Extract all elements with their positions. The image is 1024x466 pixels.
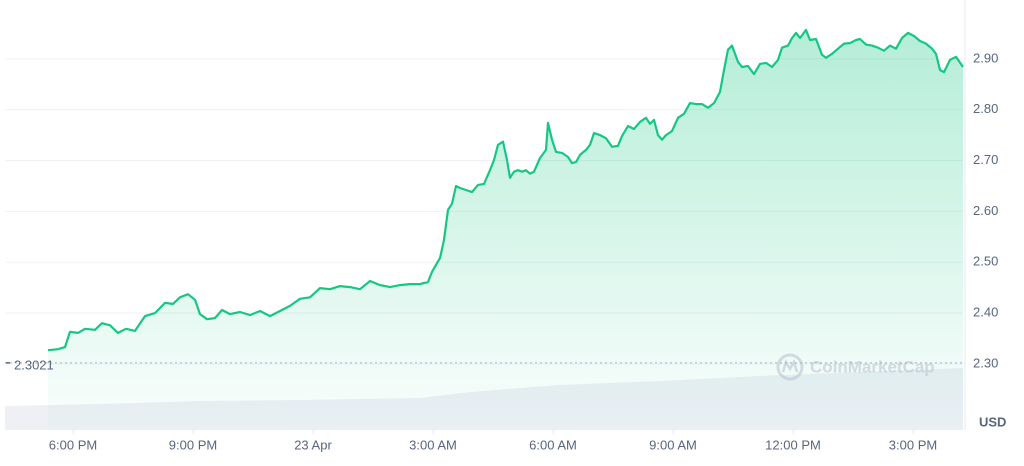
y-tick-label: 2.90 (973, 50, 998, 65)
y-axis-label: USD (979, 414, 1006, 429)
price-area (48, 29, 963, 431)
y-tick-label: 2.40 (973, 304, 998, 319)
plot (47, 28, 964, 431)
reference-label: 2.3021 (14, 357, 54, 372)
x-tick-label: 6:00 PM (49, 437, 97, 452)
x-tick-label: 3:00 AM (409, 437, 457, 452)
x-tick-label: 23 Apr (294, 437, 332, 452)
watermark: CoinMarketCap (776, 353, 935, 381)
x-tick-label: 9:00 AM (649, 437, 697, 452)
y-tick-label: 2.80 (973, 101, 998, 116)
x-tick-label: 6:00 AM (529, 437, 577, 452)
watermark-logo-mark (781, 358, 799, 373)
y-tick-label: 2.60 (973, 203, 998, 218)
watermark-logo (776, 353, 804, 381)
x-tick-label: 12:00 PM (765, 437, 821, 452)
x-tick-label: 9:00 PM (169, 437, 217, 452)
y-tick-label: 2.50 (973, 254, 998, 269)
y-tick-label: 2.30 (973, 355, 998, 370)
price-line (47, 28, 964, 352)
watermark-text: CoinMarketCap (810, 357, 935, 376)
y-tick-label: 2.70 (973, 152, 998, 167)
x-tick-label: 3:00 PM (889, 437, 937, 452)
